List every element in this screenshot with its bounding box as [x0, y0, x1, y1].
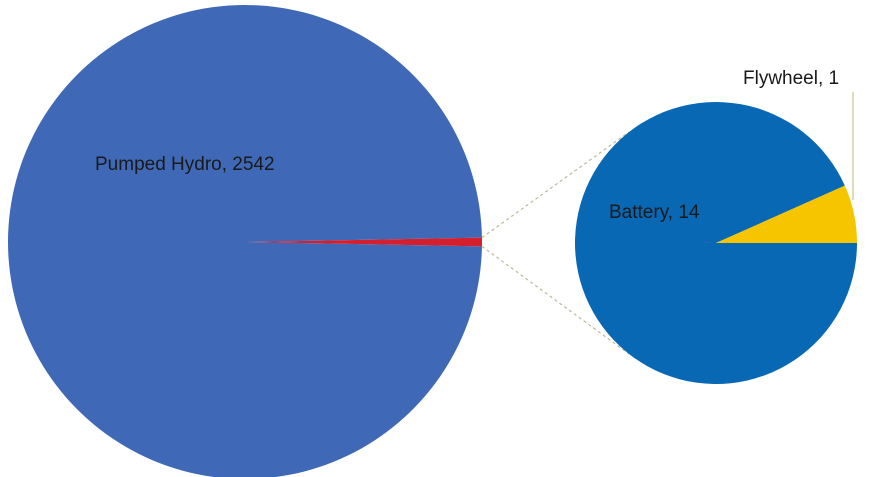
connector-line-bottom [481, 245, 630, 355]
slice-labels: Pumped Hydro, 2542 Battery, 14 Flywheel,… [95, 68, 839, 223]
slice-battery [575, 101, 857, 384]
slice-pumped-hydro [8, 5, 482, 477]
pumped-hydro-label: Pumped Hydro, 2542 [95, 154, 275, 175]
battery-label: Battery, 14 [609, 202, 700, 223]
flywheel-label: Flywheel, 1 [743, 68, 839, 89]
slice-flywheel [716, 185, 857, 243]
slice-other [245, 237, 482, 247]
connector-line-top [481, 131, 630, 239]
connector-lines [481, 131, 630, 355]
main-pie [8, 5, 482, 477]
secondary-pie [575, 101, 857, 384]
